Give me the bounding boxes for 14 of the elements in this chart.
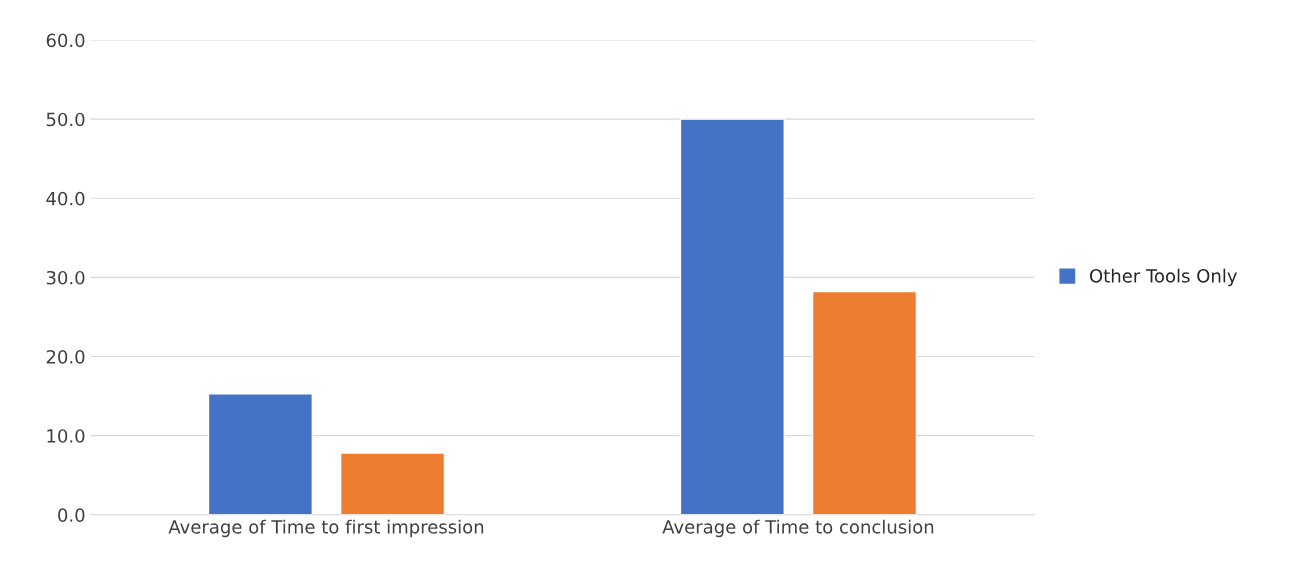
bar — [679, 118, 785, 515]
y-tick-label: 20.0 — [46, 350, 85, 364]
bar — [339, 452, 446, 515]
bar — [207, 393, 314, 515]
bar — [811, 290, 918, 515]
x-tick-label: Average of Time to conclusion — [662, 519, 934, 538]
y-tick-label: 30.0 — [46, 270, 85, 285]
y-tick-label: 10.0 — [47, 429, 85, 443]
legend-label: Other Tools Only — [1089, 268, 1238, 287]
y-tick-label: 60.0 — [46, 33, 85, 48]
y-tick-label: 50.0 — [46, 112, 85, 127]
y-tick-label: 40.0 — [46, 191, 85, 206]
x-tick-label: Average of Time to first impression — [168, 519, 484, 538]
y-tick-label: 0.0 — [58, 508, 85, 522]
